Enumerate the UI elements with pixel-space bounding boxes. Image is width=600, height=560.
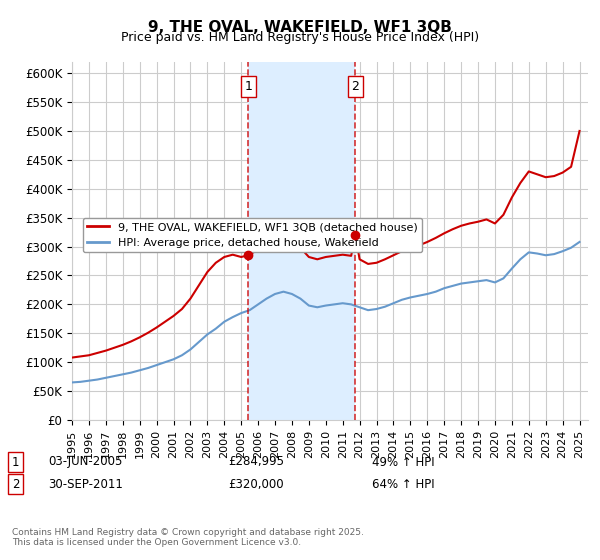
Text: 64% ↑ HPI: 64% ↑ HPI bbox=[372, 478, 434, 491]
Text: 9, THE OVAL, WAKEFIELD, WF1 3QB: 9, THE OVAL, WAKEFIELD, WF1 3QB bbox=[148, 20, 452, 35]
Text: 30-SEP-2011: 30-SEP-2011 bbox=[48, 478, 123, 491]
Text: 1: 1 bbox=[244, 80, 252, 93]
Text: 03-JUN-2005: 03-JUN-2005 bbox=[48, 455, 122, 469]
Text: £284,995: £284,995 bbox=[228, 455, 284, 469]
Text: Price paid vs. HM Land Registry's House Price Index (HPI): Price paid vs. HM Land Registry's House … bbox=[121, 31, 479, 44]
Text: 1: 1 bbox=[12, 455, 19, 469]
Text: 2: 2 bbox=[12, 478, 19, 491]
Legend: 9, THE OVAL, WAKEFIELD, WF1 3QB (detached house), HPI: Average price, detached h: 9, THE OVAL, WAKEFIELD, WF1 3QB (detache… bbox=[83, 218, 422, 252]
Text: £320,000: £320,000 bbox=[228, 478, 284, 491]
Text: Contains HM Land Registry data © Crown copyright and database right 2025.
This d: Contains HM Land Registry data © Crown c… bbox=[12, 528, 364, 547]
Bar bbox=[248, 62, 355, 420]
Text: 49% ↑ HPI: 49% ↑ HPI bbox=[372, 455, 434, 469]
Text: 2: 2 bbox=[352, 80, 359, 93]
